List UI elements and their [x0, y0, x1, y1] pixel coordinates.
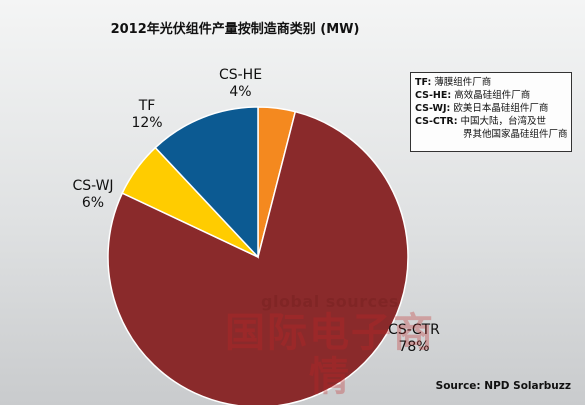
legend-key: CS-WJ:	[415, 103, 451, 114]
legend-text: 欧美日本晶硅组件厂商	[453, 103, 549, 114]
slice-name-cs-wj: CS-WJ	[72, 178, 114, 194]
legend-key: CS-CTR:	[415, 116, 458, 127]
slice-name-cs-he: CS-HE	[218, 67, 263, 83]
slice-label-tf: TF 12%	[125, 98, 169, 132]
legend: TF: 薄膜组件厂商 CS-HE: 高效晶硅组件厂商 CS-WJ: 欧美日本晶硅…	[410, 72, 572, 152]
chart-title: 2012年光伏组件产量按制造商类别 (MW)	[110, 22, 360, 37]
legend-entry-tf: TF: 薄膜组件厂商	[415, 76, 567, 89]
slice-value-cs-ctr: 78%	[398, 339, 430, 355]
legend-entry-cs-ctr: CS-CTR: 中国大陆，台湾及世	[415, 115, 567, 128]
legend-text: 高效晶硅组件厂商	[454, 90, 531, 101]
legend-entry-cs-ctr-continuation: 界其他国家晶硅组件厂商	[463, 129, 568, 140]
pie-slice-cs-ctr	[107, 110, 409, 405]
legend-key: CS-HE:	[415, 90, 452, 101]
slice-label-cs-wj: CS-WJ 6%	[63, 178, 123, 212]
slice-name-tf: TF	[138, 98, 156, 114]
slice-value-cs-he: 4%	[229, 84, 252, 100]
legend-entry-cs-wj: CS-WJ: 欧美日本晶硅组件厂商	[415, 102, 567, 115]
slice-value-tf: 12%	[131, 115, 163, 131]
pie-slice-tf	[154, 106, 259, 259]
legend-text: 中国大陆，台湾及世	[460, 116, 547, 127]
watermark: global sources 国际电子商情	[205, 292, 455, 399]
slice-name-cs-ctr: CS-CTR	[388, 322, 440, 338]
slice-label-cs-he: CS-HE 4%	[213, 67, 268, 101]
slice-value-cs-wj: 6%	[81, 195, 105, 211]
watermark-brand: global sources	[261, 292, 399, 311]
legend-key: TF:	[415, 77, 432, 88]
slice-label-cs-ctr: CS-CTR 78%	[382, 322, 446, 356]
legend-text: 薄膜组件厂商	[434, 77, 492, 88]
watermark-text: 国际电子商情	[225, 310, 435, 400]
legend-entry-cs-he: CS-HE: 高效晶硅组件厂商	[415, 89, 567, 102]
source-note: Source: NPD Solarbuzz	[435, 380, 571, 392]
